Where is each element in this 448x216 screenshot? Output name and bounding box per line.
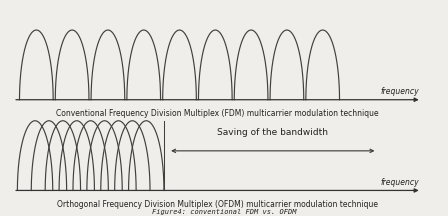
Text: Orthogonal Frequency Division Multiplex (OFDM) multicarrier modulation technique: Orthogonal Frequency Division Multiplex … <box>57 200 378 209</box>
Text: frequency: frequency <box>381 178 419 187</box>
Text: Saving of the bandwidth: Saving of the bandwidth <box>217 128 328 137</box>
Text: Figure4: conventional FDM vs. OFDM: Figure4: conventional FDM vs. OFDM <box>152 209 296 215</box>
Text: Conventional Frequency Division Multiplex (FDM) multicarrier modulation techniqu: Conventional Frequency Division Multiple… <box>56 109 379 118</box>
Text: frequency: frequency <box>381 87 419 96</box>
